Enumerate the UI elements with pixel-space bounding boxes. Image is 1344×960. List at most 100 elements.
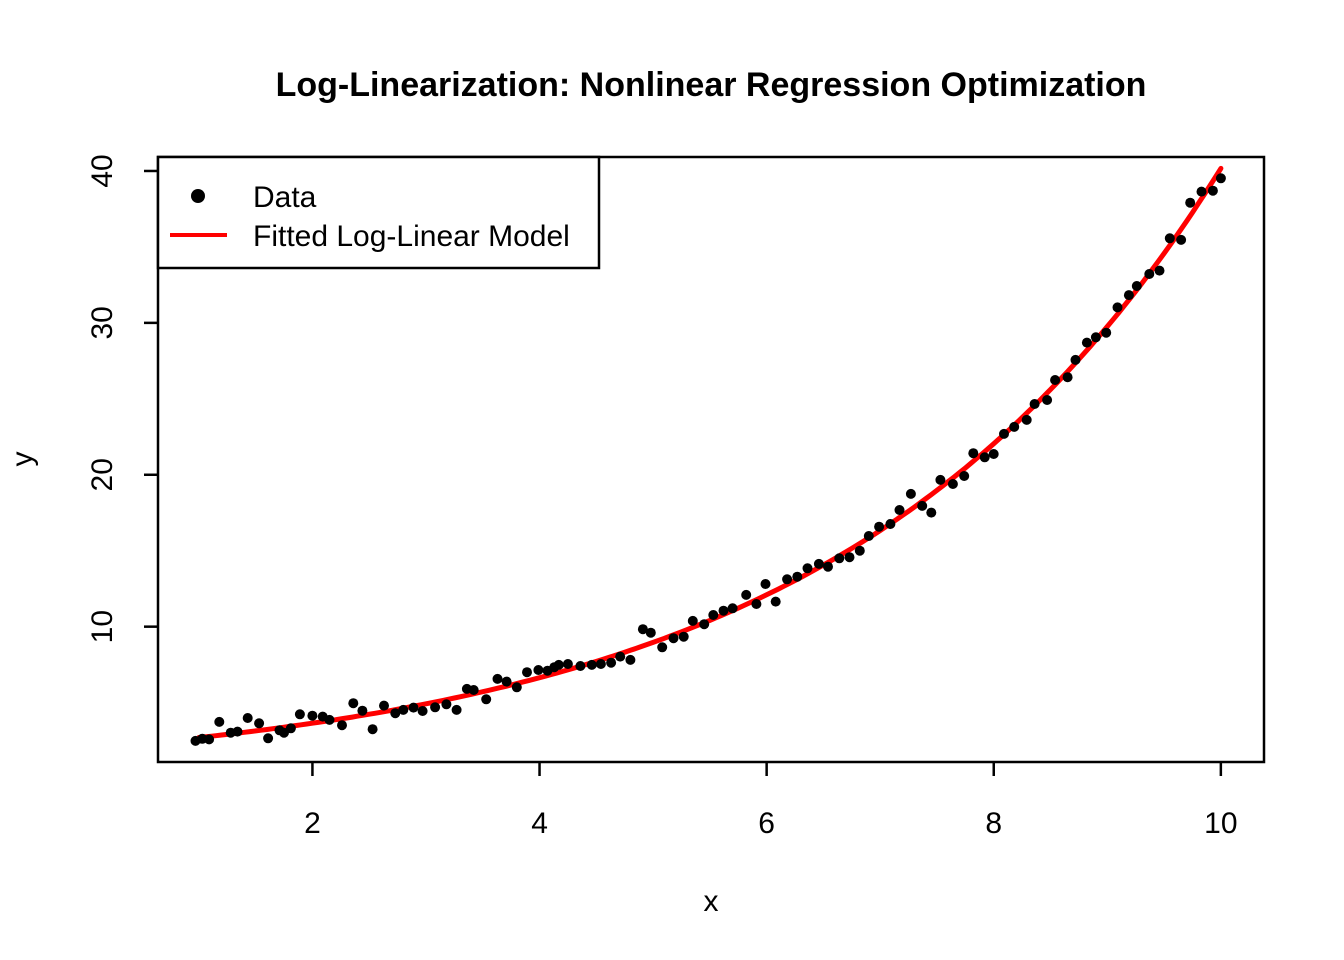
data-point <box>926 507 937 518</box>
data-point <box>379 700 389 711</box>
data-point <box>1185 197 1196 208</box>
data-point <box>575 661 586 671</box>
data-point <box>999 428 1009 439</box>
x-tick-label: 8 <box>985 807 1002 840</box>
y-axis-label: y <box>6 452 39 467</box>
data-point <box>770 596 781 607</box>
data-point <box>232 726 243 737</box>
data-point <box>214 716 225 727</box>
data-point <box>823 561 833 572</box>
data-point <box>894 505 905 515</box>
data-point <box>1050 375 1061 385</box>
data-point <box>741 589 752 600</box>
data-point <box>285 723 296 734</box>
x-tick-label: 4 <box>531 807 548 840</box>
data-point <box>1215 173 1226 184</box>
data-point <box>959 471 970 481</box>
data-point <box>417 706 428 716</box>
data-point <box>1164 233 1175 244</box>
data-point <box>988 449 999 459</box>
data-point <box>1196 186 1207 197</box>
data-point <box>1123 290 1134 301</box>
data-point <box>802 563 813 574</box>
data-point <box>979 452 990 463</box>
data-point <box>1081 337 1092 348</box>
data-point <box>782 574 793 585</box>
data-point <box>468 685 479 695</box>
data-point <box>1131 281 1142 291</box>
data-point <box>441 699 452 710</box>
x-tick-label: 10 <box>1204 807 1237 840</box>
data-point <box>562 659 573 669</box>
data-point <box>1101 327 1112 338</box>
data-point <box>968 448 979 459</box>
legend: Data Fitted Log-Linear Model <box>156 155 601 270</box>
data-point <box>760 579 771 589</box>
data-point <box>844 552 855 563</box>
data-point <box>324 714 335 725</box>
data-point <box>408 702 419 713</box>
legend-point-symbol-icon <box>191 189 205 203</box>
data-point <box>854 545 865 556</box>
y-axis-tick-labels: 10 20 30 40 <box>86 154 119 643</box>
data-point <box>1154 265 1165 276</box>
data-point <box>1090 332 1101 343</box>
data-point <box>367 724 378 735</box>
data-point <box>1062 372 1073 383</box>
data-point <box>905 488 916 499</box>
legend-label-fitted: Fitted Log-Linear Model <box>253 220 570 253</box>
y-tick-label: 10 <box>86 610 119 643</box>
data-point <box>1112 302 1123 313</box>
data-point <box>1176 234 1187 245</box>
data-point <box>511 682 522 693</box>
x-axis-label: x <box>704 885 719 918</box>
data-point <box>606 657 617 668</box>
x-axis-tick-labels: 2 4 6 8 10 <box>304 807 1237 840</box>
data-point <box>615 651 626 662</box>
fitted-line <box>196 165 1224 740</box>
data-point <box>390 708 401 719</box>
data-point <box>947 479 958 489</box>
x-axis-ticks <box>311 762 1223 776</box>
data-point <box>699 619 710 630</box>
data-point <box>501 676 512 687</box>
data-point <box>398 704 409 715</box>
data-point <box>294 709 305 720</box>
x-tick-label: 6 <box>758 807 775 840</box>
y-tick-label: 30 <box>86 306 119 339</box>
data-point <box>727 603 738 614</box>
data-point <box>348 698 359 709</box>
data-point <box>874 521 885 532</box>
data-point <box>1144 269 1155 279</box>
data-point <box>430 702 441 713</box>
data-point <box>834 553 845 564</box>
data-point <box>935 474 946 485</box>
data-point <box>263 733 274 744</box>
data-point <box>492 673 503 684</box>
y-tick-label: 20 <box>86 458 119 491</box>
data-point <box>254 718 265 729</box>
data-point <box>718 605 729 616</box>
data-point <box>687 615 698 626</box>
data-point <box>522 667 532 678</box>
data-point <box>645 627 656 638</box>
data-point <box>586 659 597 670</box>
data-point <box>553 659 564 670</box>
data-point <box>751 599 762 609</box>
data-point <box>451 704 462 715</box>
data-point <box>657 642 668 653</box>
data-point <box>917 500 928 511</box>
data-point <box>242 713 253 723</box>
legend-label-data: Data <box>253 181 317 214</box>
data-point <box>307 710 318 721</box>
data-point <box>1021 414 1032 425</box>
chart-title: Log-Linearization: Nonlinear Regression … <box>276 66 1147 104</box>
plot-border <box>156 155 1266 764</box>
data-point <box>533 665 544 675</box>
data-point <box>1070 354 1081 365</box>
data-point <box>625 654 636 665</box>
legend-box <box>156 155 601 270</box>
data-point <box>637 624 648 635</box>
data-point <box>885 519 896 529</box>
